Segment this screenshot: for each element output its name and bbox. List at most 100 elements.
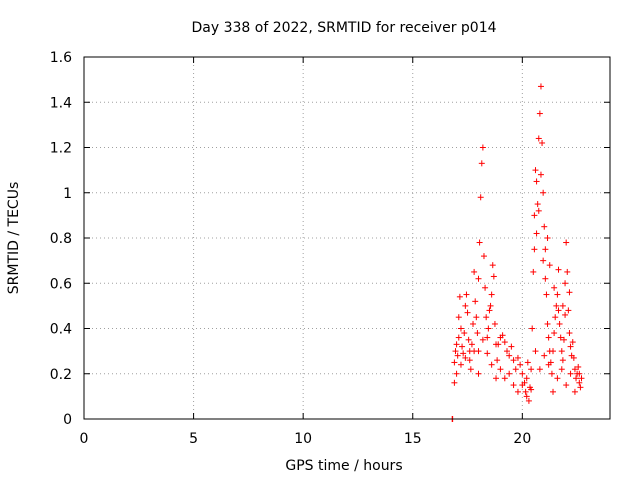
data-point: [467, 366, 474, 373]
data-point: [464, 309, 471, 316]
data-point: [530, 268, 537, 275]
data-point: [537, 83, 544, 90]
x-tick-label: 10: [294, 431, 312, 447]
data-point: [525, 397, 532, 404]
data-point: [475, 370, 482, 377]
data-point: [536, 366, 543, 373]
data-point: [566, 289, 573, 296]
data-point: [461, 330, 468, 337]
data-point: [457, 325, 464, 332]
x-tick-label: 5: [189, 431, 198, 447]
data-point: [532, 348, 539, 355]
x-tick-label: 0: [80, 431, 89, 447]
points-layer: [449, 83, 585, 422]
y-tick-label: 1.4: [50, 95, 72, 111]
data-point: [544, 320, 551, 327]
data-point: [534, 201, 541, 208]
data-point: [529, 325, 536, 332]
data-point: [551, 330, 558, 337]
data-point: [537, 171, 544, 178]
data-point: [555, 266, 562, 273]
data-point: [567, 370, 574, 377]
data-point: [451, 359, 458, 366]
data-point: [560, 336, 567, 343]
data-point: [468, 341, 475, 348]
data-point: [536, 110, 543, 117]
data-point: [528, 366, 535, 373]
data-point: [533, 230, 540, 237]
data-point: [541, 223, 548, 230]
y-tick-label: 0: [63, 412, 72, 428]
data-point: [501, 339, 508, 346]
data-point: [565, 307, 572, 314]
data-point: [470, 320, 477, 327]
data-point: [535, 135, 542, 142]
data-point: [454, 352, 461, 359]
data-point: [551, 284, 558, 291]
data-point: [506, 370, 513, 377]
data-point: [558, 366, 565, 373]
data-point: [567, 343, 574, 350]
data-point: [501, 375, 508, 382]
y-tick-label: 0.6: [50, 276, 72, 292]
data-point: [535, 207, 542, 214]
data-point: [455, 314, 462, 321]
data-point: [531, 246, 538, 253]
data-point: [519, 370, 526, 377]
data-point: [545, 334, 552, 341]
data-point: [489, 262, 496, 269]
data-point: [497, 366, 504, 373]
data-point: [519, 382, 526, 389]
data-point: [484, 350, 491, 357]
data-point: [462, 354, 469, 361]
data-point: [576, 370, 583, 377]
x-tick-label: 15: [404, 431, 422, 447]
data-point: [466, 357, 473, 364]
ticks-layer: 0 0.2 0.4 0.6 0.8 1 1.2 1.4 1.6 0 5 10 15 20: [50, 50, 610, 447]
data-point: [508, 343, 515, 350]
data-point: [514, 388, 521, 395]
chart-title: Day 338 of 2022, SRMTID for receiver p01…: [191, 20, 496, 36]
data-point: [512, 366, 519, 373]
data-point: [571, 366, 578, 373]
data-point: [564, 268, 571, 275]
data-point: [544, 235, 551, 241]
data-point: [570, 354, 577, 361]
data-point: [475, 275, 482, 282]
data-point: [554, 375, 561, 382]
data-point: [573, 375, 580, 382]
data-point: [540, 189, 547, 196]
data-point: [559, 302, 566, 309]
data-point: [556, 320, 563, 327]
data-point: [486, 307, 493, 314]
data-point: [510, 357, 517, 364]
data-point: [569, 339, 576, 346]
data-point: [503, 348, 510, 355]
data-point: [523, 375, 530, 382]
data-point: [528, 386, 535, 393]
y-tick-label: 0.2: [50, 367, 72, 383]
data-point: [562, 311, 569, 318]
data-point: [550, 348, 557, 355]
data-point: [523, 393, 530, 400]
data-point: [524, 359, 531, 366]
data-point: [532, 167, 539, 174]
data-point: [488, 291, 495, 298]
x-tick-label: 20: [513, 431, 531, 447]
data-point: [484, 334, 491, 341]
data-point: [473, 314, 480, 321]
data-point: [566, 330, 573, 337]
data-point: [478, 160, 485, 167]
data-point: [479, 336, 486, 343]
data-point: [531, 212, 538, 219]
data-point: [499, 332, 506, 339]
data-point: [477, 194, 484, 201]
data-point: [510, 382, 517, 389]
plot-frame: [83, 56, 611, 420]
data-point: [456, 293, 463, 300]
data-point: [463, 291, 470, 298]
data-point: [453, 370, 460, 377]
data-point: [451, 379, 458, 386]
data-point: [491, 320, 498, 327]
